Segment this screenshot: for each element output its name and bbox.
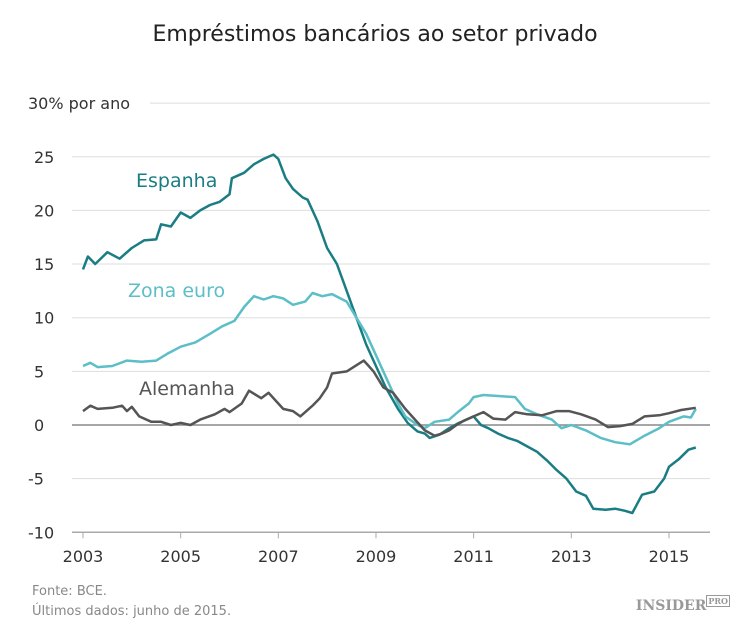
y-tick-label: 25 [34, 148, 54, 167]
latest-data-note: Últimos dados: junho de 2015. [32, 604, 232, 619]
y-tick-label: 5 [34, 362, 44, 381]
insider-pro-logo: INSIDER PRO [635, 595, 730, 614]
y-tick-label: -10 [28, 523, 54, 542]
y-tick-label: -5 [28, 470, 44, 489]
x-tick-label: 2011 [453, 547, 494, 566]
y-tick-label: 10 [34, 309, 54, 328]
y-tick-label: 30% por ano [28, 94, 130, 113]
x-tick-label: 2013 [551, 547, 592, 566]
series-line-zona-euro [82, 291, 697, 446]
chart-title: Empréstimos bancários ao setor privado [152, 22, 598, 47]
y-tick-label: 0 [34, 416, 44, 435]
series-label: Alemanha [139, 378, 235, 400]
series-label: Zona euro [128, 280, 225, 302]
source-note: Fonte: BCE. [32, 584, 107, 599]
y-tick-label: 20 [34, 201, 54, 220]
logo-badge: PRO [706, 595, 730, 607]
x-tick-label: 2015 [649, 547, 690, 566]
x-tick-label: 2007 [258, 547, 299, 566]
y-tick-label: 15 [34, 255, 54, 274]
x-tick-label: 2003 [63, 547, 104, 566]
series-label: Espanha [136, 170, 217, 192]
series-line-alemanha [82, 359, 696, 437]
series-line-espanha [81, 153, 697, 515]
x-tick-label: 2005 [160, 547, 201, 566]
x-tick-label: 2009 [356, 547, 397, 566]
logo-text: INSIDER [635, 598, 707, 614]
